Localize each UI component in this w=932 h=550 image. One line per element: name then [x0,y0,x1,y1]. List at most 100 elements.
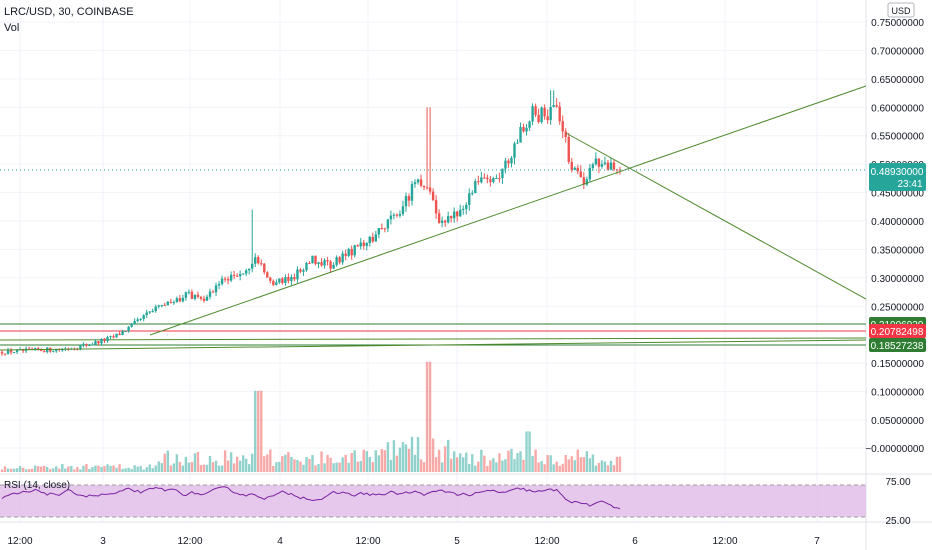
candle-body [483,177,486,179]
rsi-lower-value: 25.00 [885,516,910,527]
trendline-resistance[interactable] [565,132,867,300]
candle-body [419,179,423,186]
volume-bar [100,466,103,472]
volume-bar [377,455,381,472]
volume-bar [311,455,314,472]
volume-bar [347,462,350,472]
candle-body [567,136,570,162]
candle-body [226,279,230,281]
candle-body [317,262,320,264]
candle-body [157,305,160,307]
candle-body [61,349,64,351]
rsi-band [0,485,866,517]
candle-body [341,253,344,263]
candle-body [148,311,151,313]
price-axis-label: 0.30000000 [871,274,924,285]
candle-body [220,278,224,285]
candle-body [395,214,399,216]
time-axis-label: 12:00 [7,536,32,547]
candle-body [199,296,203,299]
candle-body [504,160,507,169]
candle-body [211,291,215,293]
volume-bar [148,464,151,472]
volume-bar [567,459,570,472]
volume-bar [133,465,136,472]
volume-bar [58,468,61,472]
volume-bar [299,461,302,472]
volume-bar [160,463,163,472]
volume-bar [618,456,622,472]
candle-body [456,211,459,217]
trendline-support[interactable] [149,85,867,336]
candle-body [193,294,197,299]
volume-bar [178,461,182,472]
time-axis: 12:00 3 12:00 4 12:00 5 12:00 6 12:00 7 [7,536,820,547]
price-axis: 0.75000000 0.70000000 0.65000000 0.60000000… [865,18,924,455]
candle-body [308,262,311,264]
volume-bar [296,460,299,472]
candle-body [585,179,589,185]
volume-label: Vol [4,22,19,34]
volume-bar [362,449,365,472]
volume-bar [272,465,275,472]
candle-body [480,177,483,183]
candle-body [344,253,347,256]
candle-body [82,343,85,346]
price-axis-label: 0.45000000 [871,189,924,200]
volume-bar [260,390,263,472]
volume-bar [380,449,384,472]
countdown: 23:41 [897,179,922,190]
volume-bar [305,456,308,472]
volume-bar [293,459,296,472]
candle-body [537,114,540,123]
candle-body [443,220,447,223]
candle-body [486,177,489,180]
volume-bar [404,444,408,472]
trendline-rising[interactable] [0,339,867,351]
candle-body [241,273,245,275]
volume-bar [564,455,567,472]
price-axis-label: −0.00000000 [865,444,924,455]
volume-bar [91,467,94,472]
currency-button[interactable] [887,2,915,18]
candle-body [380,228,384,230]
volume-bar [419,459,423,472]
volume-bar [269,449,272,472]
volume-bar [474,465,477,472]
volume-bars [0,361,622,472]
volume-bar [12,468,16,472]
candle-body [160,305,163,307]
volume-bar [244,458,248,472]
volume-bar [82,465,85,472]
volume-bar [471,454,474,472]
volume-bar [326,454,329,472]
volume-bar [145,467,148,472]
candle-body [269,277,272,281]
volume-bar [329,457,332,472]
volume-bar [603,461,607,472]
volume-bar [591,454,595,472]
volume-bar [486,465,489,472]
candle-body [573,167,576,170]
volume-bar [169,465,173,472]
price-axis-label: 0.10000000 [871,388,924,399]
candle-body [356,245,359,247]
candle-body [516,142,519,144]
volume-bar [118,464,121,472]
volume-bar [151,468,154,472]
candle-body [94,341,97,345]
volume-bar [33,465,37,472]
volume-bar [36,466,40,472]
volume-bar [320,451,323,472]
candle-body [416,179,420,183]
candle-body [404,196,408,207]
volume-bar [534,449,537,472]
volume-bar [446,439,450,472]
volume-bar [507,450,510,472]
candle-body [359,242,362,247]
volume-bar [392,440,396,472]
volume-bar [254,390,257,472]
volume-bar [428,361,432,472]
volume-bar [570,456,573,472]
